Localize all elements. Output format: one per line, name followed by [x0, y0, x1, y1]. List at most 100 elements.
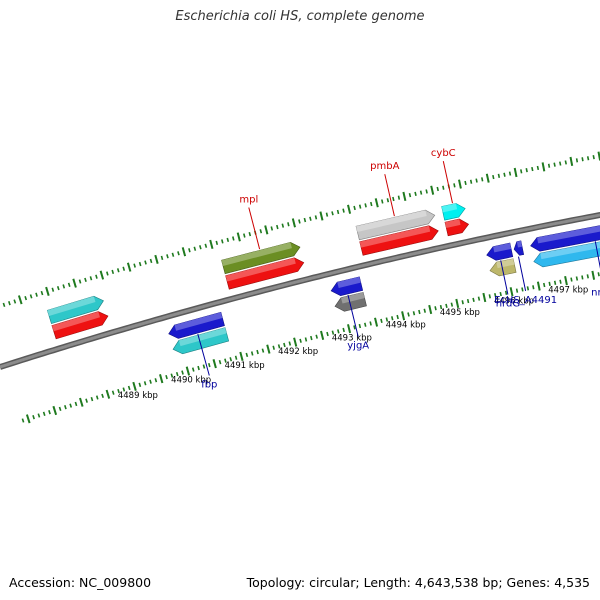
tick-row-reverse-tick [504, 290, 508, 295]
tick-row-reverse-tick [69, 403, 73, 408]
tick-row-reverse-tick [515, 288, 519, 293]
tick-row-forward-tick [67, 282, 71, 287]
tick-row-forward-tick [144, 260, 147, 265]
tick-row-forward-tick [336, 209, 340, 215]
tick-row-forward-tick [122, 266, 126, 271]
tick-row-reverse-tick [564, 276, 568, 286]
EcHS_A4491-label[interactable]: EcHS_A4491 [494, 295, 557, 306]
tick-row-reverse-tick [439, 304, 443, 310]
tick-row-forward-tick [319, 211, 324, 221]
gene-highlight [441, 203, 458, 213]
tick-row-forward-tick [236, 232, 241, 242]
tick-row-forward-tick [111, 269, 115, 275]
tick-row-reverse-tick [85, 398, 88, 403]
cybC-label[interactable]: cybC [431, 148, 456, 159]
tick-row-reverse-tick [548, 281, 551, 287]
tick-row-forward-tick [475, 178, 478, 183]
tick-row-forward-tick [430, 185, 435, 195]
ruler-label: 4489 kbp [118, 391, 158, 401]
tick-row-forward-tick [89, 276, 93, 281]
tick-row-forward-tick [204, 243, 208, 248]
tick-row-forward-tick [364, 203, 367, 208]
tick-row-reverse-tick [320, 330, 325, 340]
tick-row-forward-tick [386, 198, 390, 203]
tick-row-reverse-tick [428, 304, 433, 315]
gene-highlight [178, 327, 227, 347]
tick-row-forward-tick [17, 295, 23, 305]
tick-row-forward-tick [497, 173, 501, 178]
EcHS_A4491-label-leader [518, 256, 527, 292]
tick-row-forward-tick [347, 204, 352, 214]
tick-row-forward-tick [40, 290, 44, 296]
tick-row-forward-tick [402, 191, 407, 202]
tick-row-reverse-tick [450, 302, 454, 307]
mpl-label[interactable]: mpl [239, 195, 258, 206]
tick-row-reverse-tick [385, 317, 389, 322]
tick-row-forward-tick [287, 222, 290, 227]
tick-row-reverse-tick [21, 418, 25, 423]
tick-row-forward-tick [303, 217, 307, 223]
tick-row-reverse-tick [521, 287, 524, 292]
tick-row-reverse-tick [25, 414, 31, 424]
tick-row-reverse-tick [477, 296, 481, 301]
nrdG-label[interactable]: nrdG [496, 299, 520, 310]
nrdD-label[interactable]: nrdD [591, 288, 600, 299]
tick-row-reverse-tick [315, 334, 318, 339]
tick-row-reverse-tick [299, 338, 302, 343]
tick-row-reverse-tick [149, 379, 152, 384]
gene-highlight [540, 241, 600, 260]
tick-row-reverse-tick [412, 311, 416, 316]
tick-row-reverse-tick [202, 364, 206, 369]
fbp-label-leader [197, 333, 210, 376]
tick-row-reverse-tick [288, 341, 292, 346]
tick-row-forward-tick [8, 301, 11, 306]
tick-row-forward-tick [106, 271, 109, 276]
ruler-label: 4495 kbp [440, 308, 480, 318]
tick-row-forward-tick [564, 160, 567, 165]
tick-row-reverse-tick [117, 388, 120, 394]
tick-row-reverse-tick [494, 293, 497, 298]
tick-row-forward-tick [215, 240, 219, 245]
genome-backbone [0, 213, 600, 369]
fbp-label[interactable]: fbp [201, 380, 217, 391]
tick-row-forward-tick [331, 211, 334, 216]
tick-row-forward-tick [188, 248, 191, 253]
gene-highlight [516, 240, 523, 248]
tick-row-reverse-tick [586, 274, 589, 279]
tick-row-reverse-tick [461, 300, 464, 305]
tick-row-reverse-tick [326, 331, 329, 337]
yjgA-label[interactable]: yjgA [347, 341, 369, 352]
tick-row-forward-tick [553, 162, 556, 167]
tick-row-forward-tick [166, 254, 169, 259]
tick-row-forward-tick [342, 208, 345, 213]
gene-highlight [356, 210, 427, 232]
ruler-label: 4496 kbp [494, 297, 534, 307]
tick-row-reverse-tick [570, 277, 573, 282]
tick-row-reverse-tick [272, 345, 275, 350]
tick-row-forward-tick [408, 193, 412, 198]
tick-row-forward-tick [309, 216, 312, 221]
tick-row-forward-tick [436, 186, 439, 192]
tick-row-reverse-tick [79, 397, 84, 407]
ruler-ticks: 4489 kbp 4490 kbp 4491 kbp 4492 kbp 4493 kbp… [2, 151, 600, 424]
tick-row-reverse-tick [266, 344, 271, 354]
tick-row-forward-tick [314, 215, 318, 220]
ruler-label: 4491 kbp [225, 361, 265, 371]
tick-row-reverse-tick [122, 387, 126, 392]
gene-highlight [359, 225, 431, 248]
tick-row-reverse-tick [391, 316, 394, 321]
topology-text: Topology: circular; Length: 4,643,538 bp… [246, 575, 590, 590]
tick-row-forward-tick [520, 169, 523, 174]
gene-highlight [537, 225, 600, 244]
tick-row-forward-tick [291, 218, 296, 228]
tick-row-reverse-tick [347, 324, 352, 334]
tick-row-forward-tick [84, 277, 87, 283]
tick-row-reverse-tick [37, 413, 41, 418]
tick-row-forward-tick [171, 252, 175, 257]
gene-highlight [221, 242, 292, 266]
tick-row-reverse-tick [374, 317, 379, 327]
tick-row-reverse-tick [175, 371, 179, 377]
tick-row-forward-tick [72, 278, 77, 288]
gene-highlight [174, 312, 223, 331]
pmbA-label[interactable]: pmbA [370, 161, 399, 172]
